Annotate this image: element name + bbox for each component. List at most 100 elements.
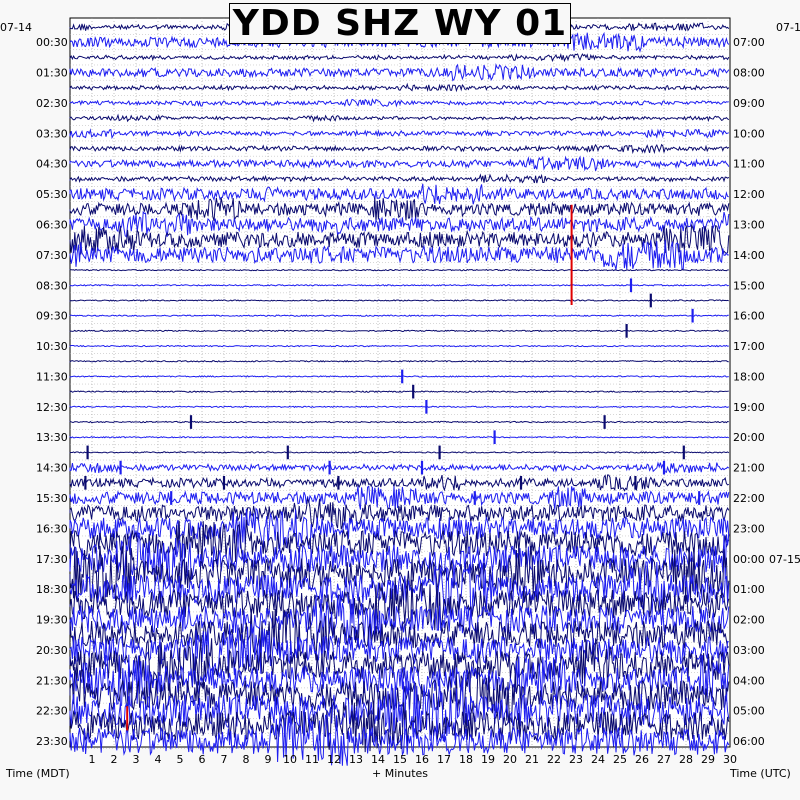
- right-hour-label: 13:00: [733, 219, 765, 232]
- right-hour-label: 09:00: [733, 97, 765, 110]
- marker-layer: [126, 204, 573, 731]
- left-hour-label: 14:30: [36, 462, 68, 475]
- left-date-label: 07-14: [0, 21, 32, 34]
- x-tick-label: 10: [283, 753, 297, 766]
- seismic-trace: [69, 63, 730, 82]
- left-hour-label: 00:30: [36, 36, 68, 49]
- left-hour-label: 08:30: [36, 279, 68, 292]
- seismic-trace: [69, 329, 729, 333]
- left-hour-label: 20:30: [36, 644, 68, 657]
- x-tick-label: 22: [547, 753, 561, 766]
- right-hour-label: 02:00: [733, 614, 765, 627]
- x-tick-label: 28: [679, 753, 693, 766]
- seismic-trace: [69, 314, 729, 317]
- seismic-trace: [69, 714, 730, 766]
- right-hour-label: 16:00: [733, 310, 765, 323]
- left-hour-label: 18:30: [36, 583, 68, 596]
- x-axis-label: + Minutes: [372, 767, 428, 780]
- left-hour-label: 17:30: [36, 553, 68, 566]
- x-tick-label: 21: [525, 753, 539, 766]
- seismic-trace: [69, 360, 729, 363]
- seismic-trace: [69, 82, 730, 93]
- right-hour-label: 12:00: [733, 188, 765, 201]
- seismic-trace: [69, 223, 730, 255]
- left-hour-label: 01:30: [36, 67, 68, 80]
- left-hour-label: 13:30: [36, 431, 68, 444]
- x-tick-label: 17: [437, 753, 451, 766]
- seismic-trace: [69, 390, 729, 393]
- right-hour-label: 21:00: [733, 462, 765, 475]
- seismic-trace: [69, 173, 730, 184]
- x-tick-label: 19: [481, 753, 495, 766]
- x-tick-label: 27: [657, 753, 671, 766]
- right-hour-label: 05:00: [733, 705, 765, 718]
- seismic-trace: [69, 405, 730, 409]
- seismic-trace: [69, 420, 729, 424]
- right-hour-label: 08:00: [733, 67, 765, 80]
- left-hour-label: 02:30: [36, 97, 68, 110]
- seismic-trace: [69, 128, 729, 140]
- seismic-trace: [69, 98, 729, 108]
- left-hour-label: 09:30: [36, 310, 68, 323]
- x-tick-label: 14: [371, 753, 385, 766]
- right-hour-label: 06:00: [733, 735, 765, 748]
- right-hour-label: 15:00: [733, 279, 765, 292]
- x-tick-label: 30: [723, 753, 737, 766]
- x-tick-labels: 1 2 3 4 5 6 7 8 9 10 11 12 13 14 15 16 17 18 19 20 21 22 23 24 2…: [89, 753, 738, 766]
- seismic-trace: [69, 496, 730, 530]
- x-tick-label: 12: [327, 753, 341, 766]
- seismic-trace: [69, 451, 730, 454]
- x-tick-label: 6: [199, 753, 206, 766]
- x-tick-label: 20: [503, 753, 517, 766]
- left-hour-label: 23:30: [36, 735, 68, 748]
- x-tick-label: 11: [305, 753, 319, 766]
- right-hour-label: 19:00: [733, 401, 765, 414]
- right-hour-label: 11:00: [733, 158, 765, 171]
- seismic-trace: [69, 299, 729, 302]
- left-hour-label: 04:30: [36, 158, 68, 171]
- seismic-trace: [69, 637, 730, 693]
- left-hour-label: 06:30: [36, 219, 68, 232]
- seismic-trace: [69, 268, 729, 272]
- seismic-trace: [69, 344, 729, 348]
- seismic-trace: [69, 519, 730, 568]
- right-hour-label: 10:00: [733, 127, 765, 140]
- x-tick-label: 29: [701, 753, 715, 766]
- x-tick-label: 26: [635, 753, 649, 766]
- seismic-trace: [69, 183, 729, 205]
- seismic-trace: [69, 143, 730, 155]
- x-tick-label: 3: [133, 753, 140, 766]
- right-hour-label: 03:00: [733, 644, 765, 657]
- right-hour-label: 04:00: [733, 674, 765, 687]
- grid: [70, 18, 730, 749]
- seismic-trace: [69, 594, 730, 646]
- right-hour-labels: 07:00 08:00 09:00 10:00 11:00 12:00 13:00 14:00…: [733, 36, 800, 748]
- right-hour-label: 17:00: [733, 340, 765, 353]
- left-hour-label: 22:30: [36, 705, 68, 718]
- x-tick-label: 7: [221, 753, 228, 766]
- x-tick-label: 2: [111, 753, 118, 766]
- seismic-trace: [69, 474, 730, 492]
- seismic-trace: [69, 284, 729, 287]
- x-tick-label: 23: [569, 753, 583, 766]
- seismic-trace: [69, 210, 730, 238]
- chart-title: YDD SHZ WY 01: [229, 3, 571, 44]
- seismic-trace: [69, 561, 730, 616]
- seismic-trace: [69, 375, 729, 378]
- left-hour-label: 03:30: [36, 127, 68, 140]
- left-hour-label: 19:30: [36, 614, 68, 627]
- x-tick-label: 8: [243, 753, 250, 766]
- right-date-label-mid: 07-15: [769, 553, 800, 566]
- x-tick-label: 24: [591, 753, 605, 766]
- right-hour-label: 00:00: [733, 553, 765, 566]
- x-tick-label: 13: [349, 753, 363, 766]
- right-date-label-top: 07-1: [776, 21, 800, 34]
- x-tick-label: 15: [393, 753, 407, 766]
- seismic-trace: [69, 461, 730, 474]
- seismic-trace: [69, 608, 730, 661]
- right-hour-label: 18:00: [733, 370, 765, 383]
- x-tick-label: 16: [415, 753, 429, 766]
- right-axis-label: Time (UTC): [729, 767, 791, 780]
- right-hour-label: 14:00: [733, 249, 765, 262]
